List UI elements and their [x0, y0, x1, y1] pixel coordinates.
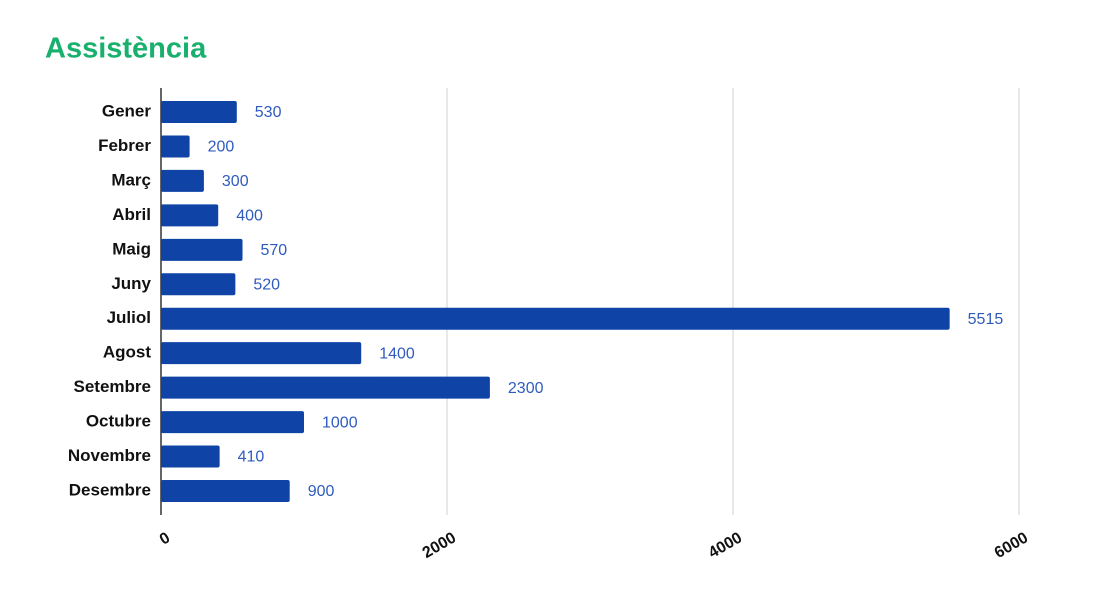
x-tick-label: 4000 — [706, 529, 745, 562]
bar — [161, 101, 237, 124]
bar — [161, 411, 304, 434]
value-label: 1000 — [322, 414, 358, 431]
y-tick-label: Setembre — [74, 377, 151, 396]
y-tick-label: Gener — [102, 102, 152, 121]
bar — [161, 445, 220, 468]
bar — [161, 135, 190, 158]
x-tick-label: 6000 — [992, 529, 1031, 562]
bar — [161, 204, 219, 227]
y-tick-label: Agost — [103, 343, 152, 362]
value-label: 5515 — [968, 311, 1004, 328]
value-label: 410 — [238, 449, 265, 466]
bar — [161, 479, 290, 502]
bar — [161, 307, 950, 330]
chart-title: Assistència — [45, 33, 207, 65]
y-tick-label: Juliol — [107, 308, 151, 327]
value-label: 1400 — [379, 345, 415, 362]
bar — [161, 342, 362, 365]
value-label: 520 — [253, 276, 280, 293]
value-label: 900 — [308, 483, 335, 500]
value-label: 400 — [236, 208, 263, 225]
value-label: 570 — [261, 242, 288, 259]
y-tick-label: Desembre — [69, 480, 151, 499]
y-tick-label: Abril — [112, 205, 151, 224]
value-label: 200 — [208, 139, 235, 156]
x-tick-label: 2000 — [420, 529, 459, 562]
bar — [161, 273, 236, 296]
value-label: 530 — [255, 104, 282, 121]
y-tick-label: Novembre — [68, 446, 151, 465]
bar — [161, 169, 204, 192]
x-tick-label: 0 — [157, 529, 173, 548]
bar — [161, 238, 243, 261]
value-label: 300 — [222, 173, 249, 190]
y-tick-label: Maig — [112, 239, 151, 258]
y-tick-label: Octubre — [86, 412, 151, 431]
y-tick-label: Febrer — [98, 136, 151, 155]
bar — [161, 376, 490, 399]
y-tick-label: Març — [111, 170, 151, 189]
value-label: 2300 — [508, 380, 544, 397]
y-tick-label: Juny — [111, 274, 151, 293]
